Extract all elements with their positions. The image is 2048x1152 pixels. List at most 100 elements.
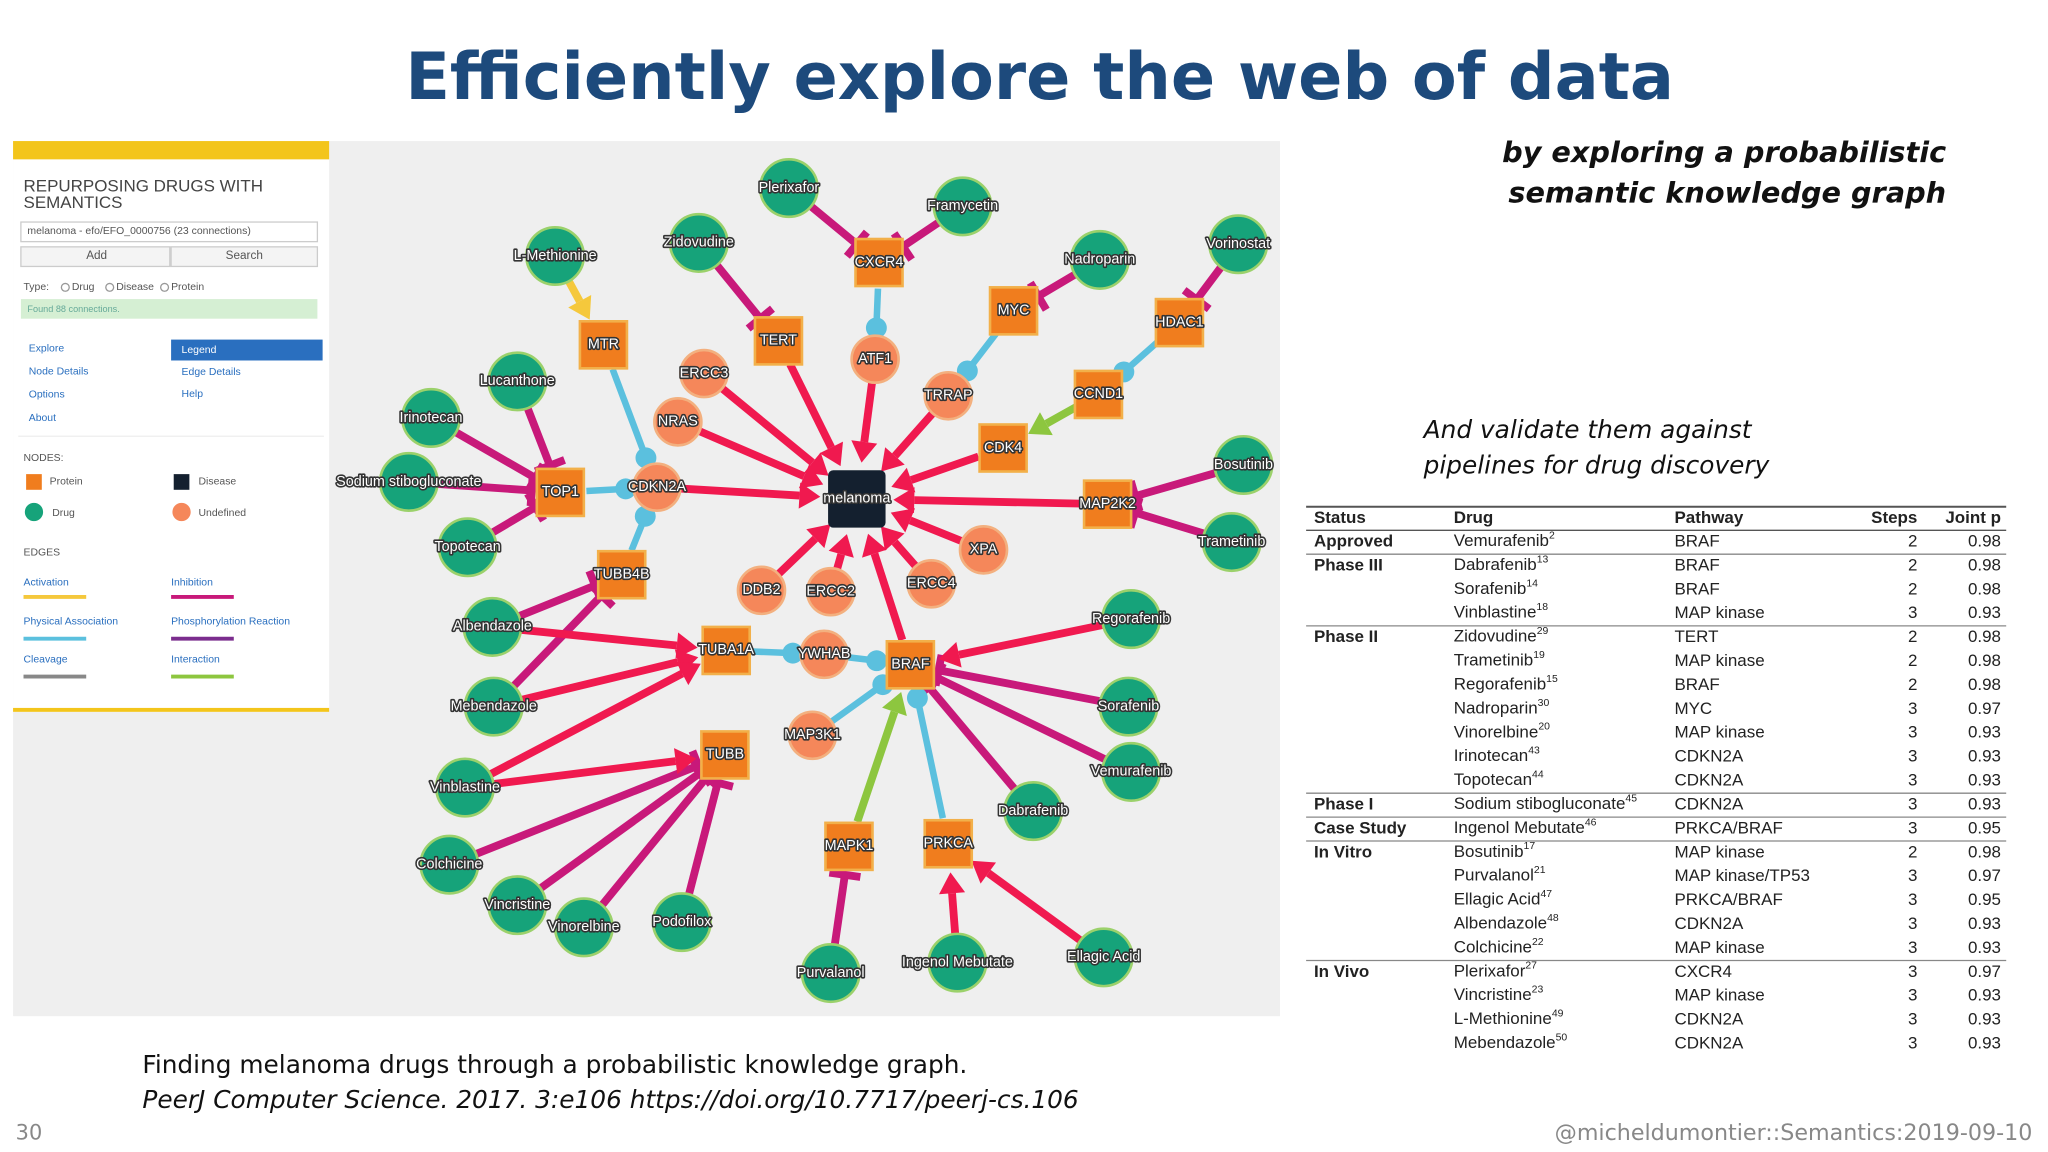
node-label: MAP3K1 [784, 727, 841, 743]
drug-name: Bosutinib [1454, 842, 1524, 861]
edge-arrowhead [798, 482, 821, 509]
legend-tab[interactable] [171, 339, 323, 361]
menu-item[interactable]: About [29, 413, 56, 424]
pathway-cell: PRKCA/BRAF [1674, 890, 1782, 909]
joint-p-cell: 0.98 [1968, 675, 2001, 694]
drug-cell: Vincristine23 [1454, 984, 1544, 1004]
menu-item[interactable]: Explore [29, 344, 65, 355]
edge-line [437, 480, 532, 495]
node-label: Purvalanol [797, 965, 865, 981]
node-type: Disease [199, 477, 237, 488]
search-input[interactable] [20, 221, 319, 243]
button-label[interactable]: Add [86, 249, 107, 262]
drug-cell: Regorafenib15 [1454, 674, 1558, 694]
drug-name: Sodium stibogluconate [1454, 794, 1626, 813]
type-radio[interactable] [159, 282, 170, 292]
citation-line: Finding melanoma drugs through a probabi… [142, 1050, 967, 1079]
menu-item[interactable]: Node Details [29, 367, 89, 378]
drug-name: Dabrafenib [1454, 555, 1537, 574]
drug-node [651, 892, 712, 953]
edge-line [786, 362, 835, 450]
undefined-node [906, 559, 957, 609]
node-label: TRRAP [924, 388, 973, 404]
drug-node [434, 757, 496, 818]
pathway-cell: CDKN2A [1674, 794, 1744, 813]
group-status: Phase III [1314, 555, 1383, 574]
drug-cell: Vemurafenib2 [1454, 530, 1555, 550]
node-label: TUBB [706, 747, 744, 763]
node-label: TOP1 [542, 484, 579, 500]
edge-line [488, 670, 685, 778]
edge-line [1133, 508, 1206, 538]
undefined-node [787, 710, 838, 761]
edge-line [833, 553, 846, 571]
menu-item[interactable]: Edge Details [182, 367, 241, 378]
drug-reference: 20 [1538, 721, 1550, 732]
drug-name: Irinotecan [1454, 747, 1529, 766]
undefined-node [653, 397, 703, 447]
drug-node [487, 351, 548, 412]
pathway-cell: BRAF [1674, 579, 1719, 598]
edge-arrowhead [893, 487, 915, 514]
node-label: Framycetin [927, 198, 998, 214]
joint-p-cell: 0.93 [1968, 938, 2001, 957]
type-option[interactable]: Drug [72, 282, 95, 293]
drug-node [1098, 676, 1159, 737]
drug-name: Ellagic Acid [1454, 890, 1541, 909]
node-label: MTR [588, 337, 619, 353]
edge-line [1044, 403, 1078, 428]
menu-item[interactable]: Help [182, 389, 204, 400]
drug-name: Topotecan [1454, 771, 1532, 790]
edge-line [775, 535, 819, 577]
menu-item[interactable]: Legend [182, 345, 217, 356]
steps-cell: 2 [1908, 627, 1917, 646]
node-label: Nadroparin [1064, 252, 1135, 268]
edge-arrowhead [1028, 412, 1053, 436]
menu-item[interactable]: Options [29, 390, 65, 401]
type-option[interactable]: Disease [116, 282, 154, 293]
subtitle-line: by exploring a probabilistic [1502, 135, 1946, 169]
drug-reference: 14 [1526, 578, 1538, 589]
drug-cell: Plerixafor27 [1454, 961, 1537, 981]
drug-cell: Zidovudine29 [1454, 626, 1549, 646]
drug-reference: 46 [1585, 817, 1597, 828]
column-header: Steps [1871, 508, 1917, 527]
node-label: Sorafenib [1098, 698, 1159, 714]
edge-line [598, 774, 710, 908]
drug-node [668, 212, 729, 273]
type-option[interactable]: Protein [171, 282, 204, 293]
undefined-node [923, 370, 974, 421]
type-radio[interactable] [105, 282, 115, 292]
drug-cell: Vinblastine18 [1454, 602, 1549, 622]
joint-p-cell: 0.98 [1968, 627, 2001, 646]
edge-arrowhead [798, 464, 824, 489]
joint-p-cell: 0.93 [1968, 603, 2001, 622]
undefined-node [679, 348, 729, 399]
button-label[interactable]: Search [226, 249, 263, 262]
node-label: melanoma [823, 491, 890, 507]
column-header: Drug [1454, 508, 1494, 527]
drug-node [462, 596, 523, 657]
drug-reference: 13 [1537, 554, 1549, 565]
drug-node [1101, 589, 1162, 650]
drug-node [932, 176, 993, 237]
edge-type: Interaction [171, 654, 220, 665]
drug-reference: 2 [1549, 530, 1555, 541]
edge-line [925, 684, 1018, 792]
group-status: In Vitro [1314, 842, 1372, 861]
drug-name: L-Methionine [1454, 1010, 1552, 1029]
node-label: Vorinostat [1206, 236, 1270, 252]
protein-node [578, 320, 629, 370]
add-button[interactable] [20, 246, 171, 268]
node-type: Protein [50, 477, 83, 488]
type-radio[interactable] [60, 282, 70, 292]
search-button[interactable] [170, 246, 319, 268]
drug-reference: 43 [1528, 745, 1540, 756]
joint-p-cell: 0.98 [1968, 532, 2001, 551]
edge-arrowhead [891, 467, 916, 493]
drug-node [800, 943, 861, 1004]
edge-inhibition-bar [828, 868, 861, 881]
drug-node [378, 451, 439, 512]
node-label: MAPK1 [825, 838, 874, 854]
